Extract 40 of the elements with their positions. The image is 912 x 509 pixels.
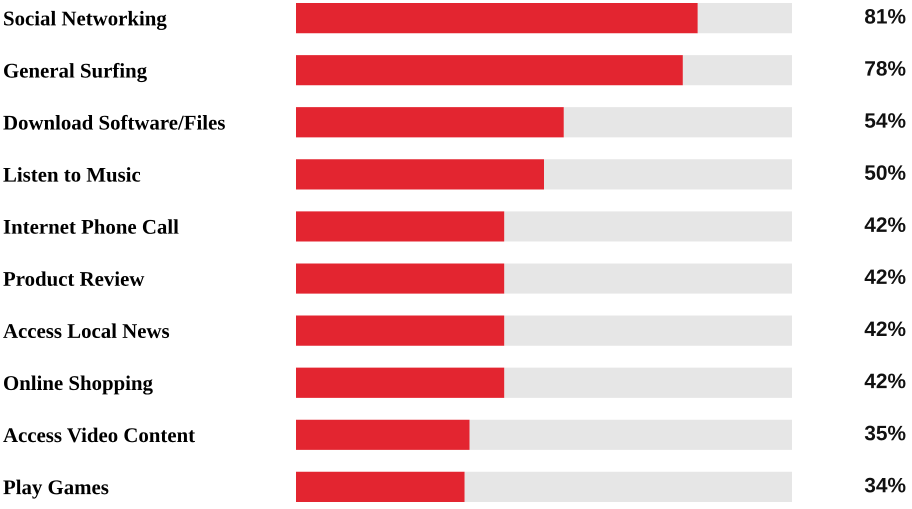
y-tick-label: Social Networking: [4, 10, 167, 30]
bar: [504, 316, 792, 346]
bar: [504, 211, 792, 242]
data-label: 50%: [864, 165, 906, 180]
data-label: 42%: [864, 217, 906, 232]
data-label: 34%: [864, 478, 906, 493]
y-tick-label: Internet Phone Call: [4, 219, 179, 234]
y-tick-label: Online Shopping: [4, 375, 153, 395]
data-label: 42%: [864, 374, 906, 388]
bar: [296, 263, 504, 294]
bar: [296, 211, 504, 242]
bar: [504, 368, 792, 398]
bar: [296, 107, 564, 138]
data-label: 35%: [864, 426, 906, 440]
y-tick-label: Access Local News: [3, 323, 170, 338]
bar: [470, 420, 792, 450]
data-label: 54%: [864, 113, 906, 128]
y-tick-label: Download Software/Files: [3, 114, 225, 130]
y-tick-label: General Surfing: [4, 62, 147, 82]
bar: [464, 472, 792, 502]
bar: [544, 159, 792, 190]
bar: [296, 316, 504, 346]
y-tick-label: Play Games: [3, 480, 108, 499]
bar: [682, 55, 792, 86]
data-label: 42%: [864, 321, 906, 336]
data-label: 81%: [864, 8, 906, 24]
y-tick-label: Product Review: [3, 271, 144, 286]
bar: [296, 472, 465, 502]
data-label: 42%: [864, 269, 906, 284]
bar: [296, 159, 544, 190]
bar: [296, 3, 698, 34]
bar: [296, 420, 470, 450]
bar: [698, 3, 792, 34]
data-label: 78%: [865, 61, 906, 76]
y-tick-label: Listen to Music: [3, 167, 140, 182]
bar: [296, 55, 683, 86]
y-tick-label: Access Video Content: [3, 428, 196, 442]
bar: [296, 368, 504, 398]
bar: [504, 263, 792, 294]
bar: [564, 107, 792, 138]
